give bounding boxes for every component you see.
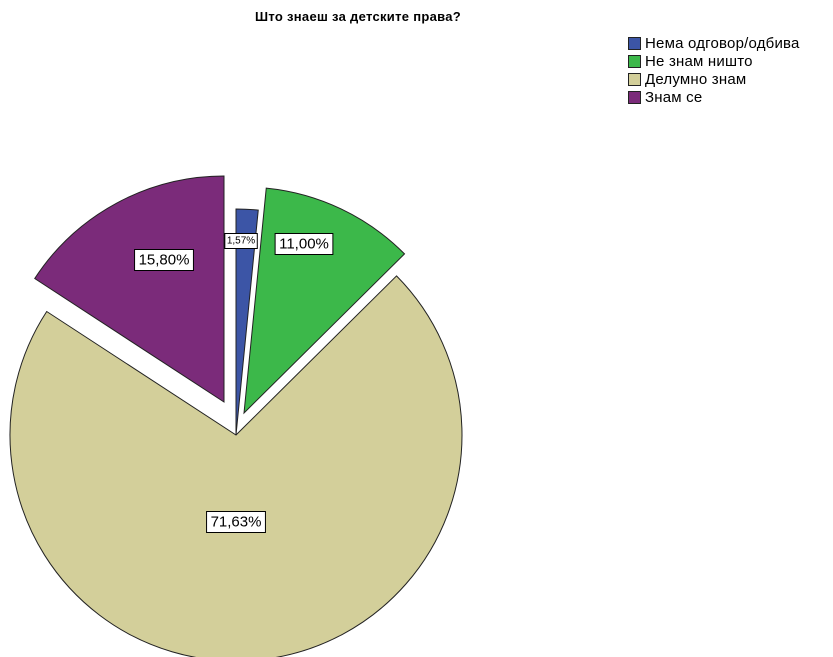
- legend-label: Делумно знам: [645, 70, 747, 88]
- legend-swatch: [628, 90, 641, 104]
- svg-text:1,57%: 1,57%: [227, 236, 255, 247]
- legend-label: Не знам ништо: [645, 52, 753, 70]
- chart-title: Што знаеш за детските права?: [254, 9, 462, 24]
- pie-slice: [9, 275, 463, 657]
- data-label: 15,80%: [134, 249, 194, 271]
- svg-text:15,80%: 15,80%: [139, 252, 190, 269]
- legend: Нема одговор/одбива Не знам ништо Делумно …: [628, 34, 800, 106]
- legend-label: Нема одговор/одбива: [645, 34, 800, 52]
- pie-slice: [235, 208, 259, 436]
- legend-swatch: [628, 54, 641, 68]
- legend-swatch: [628, 36, 641, 50]
- legend-item: Делумно знам: [628, 70, 800, 88]
- legend-item: Нема одговор/одбива: [628, 34, 800, 52]
- legend-item: Знам се: [628, 88, 800, 106]
- data-label: 11,00%: [274, 233, 334, 255]
- svg-text:11,00%: 11,00%: [279, 236, 329, 253]
- data-label: 1,57%: [224, 233, 258, 249]
- legend-label: Знам се: [645, 88, 703, 106]
- pie-slice: [34, 175, 225, 403]
- legend-swatch: [628, 72, 641, 86]
- data-label: 71,63%: [206, 511, 266, 533]
- svg-text:71,63%: 71,63%: [211, 514, 262, 531]
- legend-item: Не знам ништо: [628, 52, 800, 70]
